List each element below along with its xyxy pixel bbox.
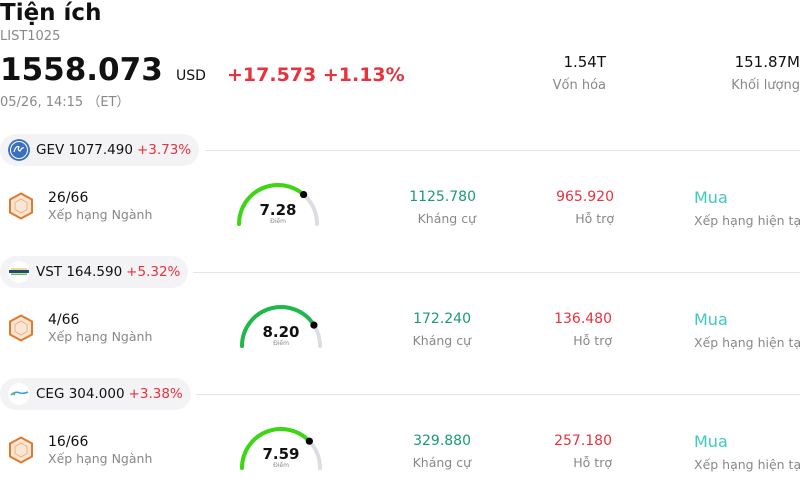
- industry-rank-value: 26/66: [48, 190, 89, 206]
- gauge-fill: [240, 427, 312, 470]
- rating-value: Mua: [694, 310, 728, 329]
- score-value: 7.59: [262, 445, 300, 463]
- support-label: Hỗ trợ: [573, 455, 612, 470]
- score-gauge: [237, 183, 319, 226]
- divider: [193, 272, 800, 273]
- score-value: 7.28: [259, 201, 297, 219]
- gauge-fill: [240, 305, 316, 348]
- gauge-indicator: [305, 437, 313, 445]
- resistance-column: 172.240 Kháng cự: [413, 311, 471, 348]
- volume-label: Khối lượng: [731, 78, 800, 93]
- resistance-column: 1125.780 Kháng cự: [409, 189, 476, 226]
- gauge-indicator: [300, 190, 308, 199]
- rating-column: Mua Xếp hạng hiện tại: [694, 432, 800, 472]
- support-column: 257.180 Hỗ trợ: [554, 433, 612, 470]
- constellation-logo-icon: [8, 383, 30, 405]
- resistance-label: Kháng cự: [417, 211, 476, 226]
- rating-label: Xếp hạng hiện tại: [694, 213, 800, 228]
- stock-chip-gev[interactable]: GEV 1077.490 +3.73%: [0, 134, 200, 166]
- currency-label: USD: [176, 68, 206, 84]
- score-value: 8.20: [262, 323, 300, 341]
- resistance-value: 1125.780: [409, 189, 476, 205]
- sector-code: LIST1025: [0, 29, 61, 44]
- industry-rank-label: Xếp hạng Ngành: [48, 451, 153, 466]
- page-title: Tiện ích: [0, 0, 102, 26]
- industry-rank-label: Xếp hạng Ngành: [48, 329, 153, 344]
- support-label: Hỗ trợ: [575, 211, 614, 226]
- divider: [205, 150, 800, 151]
- support-value: 136.480: [554, 311, 612, 327]
- volume-stat: 151.87M Khối lượng: [731, 53, 800, 93]
- rating-column: Mua Xếp hạng hiện tại: [694, 310, 800, 350]
- score-gauge: [240, 427, 322, 470]
- hexagon-rank-icon: [9, 436, 33, 464]
- support-value: 965.920: [556, 189, 614, 205]
- resistance-label: Kháng cự: [412, 455, 471, 470]
- stock-change: +3.38%: [128, 386, 183, 402]
- resistance-value: 329.880: [413, 433, 471, 449]
- timestamp: 05/26, 14:15 （ET）: [0, 95, 130, 110]
- score-label: Điểm: [273, 340, 289, 347]
- stock-chip-ceg[interactable]: CEG 304.000 +3.38%: [0, 378, 191, 410]
- hexagon-rank-icon: [9, 192, 33, 220]
- stock-ticker-price: CEG 304.000: [36, 386, 125, 402]
- stock-chip-vst[interactable]: VST 164.590 +5.32%: [0, 256, 189, 288]
- stock-change: +5.32%: [126, 264, 181, 280]
- price-change: +17.573 +1.13%: [227, 64, 405, 86]
- gauge-fill: [237, 183, 306, 226]
- market-cap-value: 1.54T: [563, 53, 606, 71]
- rating-value: Mua: [694, 188, 728, 207]
- stock-ticker-price: VST 164.590: [36, 264, 123, 280]
- resistance-value: 172.240: [413, 311, 471, 327]
- support-value: 257.180: [554, 433, 612, 449]
- score-label: Điểm: [270, 218, 286, 225]
- support-column: 136.480 Hỗ trợ: [554, 311, 612, 348]
- gauge-indicator: [310, 321, 318, 329]
- sector-price: 1558.073: [0, 52, 163, 88]
- hexagon-rank-icon: [9, 314, 33, 342]
- rating-label: Xếp hạng hiện tại: [694, 335, 800, 350]
- industry-rank-value: 4/66: [48, 312, 80, 328]
- ge-logo-icon: [8, 139, 30, 161]
- market-cap-stat: 1.54T Vốn hóa: [553, 53, 606, 93]
- rating-value: Mua: [694, 432, 728, 451]
- vistra-logo-icon: [8, 261, 30, 283]
- divider: [196, 394, 800, 395]
- industry-rank-value: 16/66: [48, 434, 89, 450]
- industry-rank-label: Xếp hạng Ngành: [48, 207, 153, 222]
- stock-change: +3.73%: [136, 142, 192, 158]
- support-column: 965.920 Hỗ trợ: [556, 189, 614, 226]
- score-gauge: [240, 305, 322, 348]
- rating-column: Mua Xếp hạng hiện tại: [694, 188, 800, 228]
- resistance-label: Kháng cự: [412, 333, 471, 348]
- market-cap-label: Vốn hóa: [552, 78, 606, 93]
- score-label: Điểm: [273, 462, 289, 469]
- support-label: Hỗ trợ: [573, 333, 612, 348]
- rating-label: Xếp hạng hiện tại: [694, 457, 800, 472]
- volume-value: 151.87M: [734, 53, 800, 71]
- stock-ticker-price: GEV 1077.490: [36, 142, 133, 158]
- resistance-column: 329.880 Kháng cự: [413, 433, 471, 470]
